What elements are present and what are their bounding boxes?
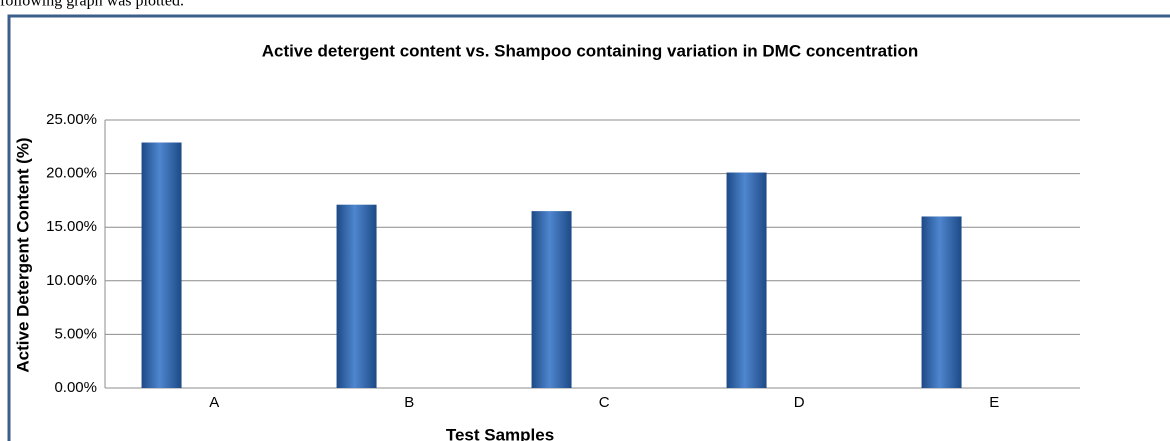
x-tick-label: B — [404, 394, 414, 411]
chart-frame — [7, 14, 1170, 441]
x-tick-label: A — [209, 394, 219, 411]
y-tick-label: 25.00% — [46, 111, 97, 128]
intro-text: following graph was plotted. — [0, 0, 184, 10]
x-tick-label: C — [599, 394, 610, 411]
x-tick-label: D — [794, 394, 805, 411]
y-tick-label: 20.00% — [46, 165, 97, 182]
chart-title: Active detergent content vs. Shampoo con… — [262, 41, 918, 60]
x-axis-label: Test Samples — [446, 425, 554, 441]
bar — [336, 204, 377, 388]
y-tick-label: 0.00% — [54, 379, 97, 396]
bar — [531, 211, 572, 388]
y-tick-label: 5.00% — [54, 325, 97, 342]
x-tick-label: E — [989, 394, 999, 411]
bar — [726, 172, 767, 388]
bar — [141, 142, 182, 388]
y-axis-label: Active Detergent Content (%) — [13, 137, 32, 372]
y-tick-label: 10.00% — [46, 272, 97, 289]
bar — [921, 216, 962, 388]
y-tick-label: 15.00% — [46, 218, 97, 235]
